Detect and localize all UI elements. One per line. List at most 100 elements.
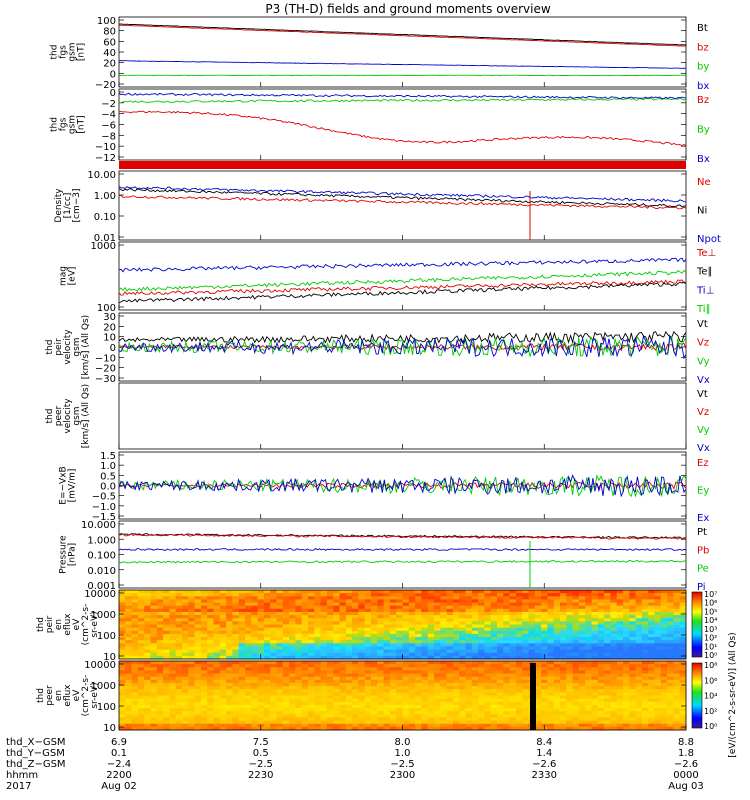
legend-Ez: Ez <box>697 458 709 469</box>
x-row-label: thd_Y−GSM <box>6 748 65 759</box>
colorbar <box>691 662 703 729</box>
ylabel-line: en <box>54 619 64 630</box>
y-tick-label: 10.00 <box>87 170 116 181</box>
y-tick-label: 40 <box>103 48 116 59</box>
y-tick-label: −4 <box>101 110 116 121</box>
ylabel-line: thd <box>50 45 60 60</box>
figure-title: P3 (TH-D) fields and ground moments over… <box>265 2 550 16</box>
x-tick-label: 1.0 <box>395 748 411 759</box>
red-bar <box>119 161 686 169</box>
legend-Pt: Pt <box>697 527 707 538</box>
ylabel-line: gsm <box>68 115 78 134</box>
ylabel-line: peir <box>45 615 55 633</box>
y-tick-label: 1000 <box>91 241 116 252</box>
heatmap-cells <box>119 661 687 731</box>
y-tick-label: −12 <box>95 153 116 164</box>
colorbar-tick: 10² <box>704 707 717 716</box>
x-tick-label: 2330 <box>532 770 557 781</box>
ylabel-line: [nT] <box>77 115 87 133</box>
legend-Vx: Vx <box>697 443 710 454</box>
series-lines <box>118 92 687 147</box>
colorbar-tick: 10⁷ <box>704 590 717 599</box>
ylabel-line: thd <box>36 688 46 703</box>
ylabel-line: [km/s] (All Qs) <box>81 384 91 448</box>
panel-frame <box>118 88 687 161</box>
y-tick-label: 60 <box>103 37 116 48</box>
y-tick-label: 0 <box>110 88 116 99</box>
x-tick-label: 7.5 <box>253 737 269 748</box>
ylabel-line: en <box>54 690 64 701</box>
x-axis-labels: thd_X−GSMthd_Y−GSMthd_Z−GSMhhmm20176.90.… <box>6 82 738 792</box>
y-tick-label: 0 <box>110 69 116 80</box>
series-lines <box>118 257 687 304</box>
ylabel-line: sr-eV) <box>90 682 100 708</box>
series-lines <box>118 533 687 588</box>
ylabel-line: thd <box>45 409 55 424</box>
ylabel-line: [nT] <box>77 43 87 61</box>
y-tick-label: −10 <box>95 142 116 153</box>
ylabel-line: fgs <box>59 117 69 131</box>
y-tick-label: 0.100 <box>87 551 116 562</box>
ylabel-line: Pressure <box>59 535 69 574</box>
ylabel-line: eflux <box>63 613 73 636</box>
legend-Ni: Ni <box>697 206 707 217</box>
y-tick-label: 10 <box>103 723 116 734</box>
x-tick-label: 8.0 <box>395 737 411 748</box>
y-tick-label: 1.00 <box>94 191 116 202</box>
legend-Npot: Npot <box>697 234 721 245</box>
ylabel-line: gsm <box>72 337 82 356</box>
series-lines <box>118 330 687 360</box>
y-tick-label: 20 <box>103 322 116 333</box>
legend-Pe: Pe <box>697 564 709 575</box>
ylabel-line: mag <box>59 266 69 286</box>
panel-frame <box>118 520 687 589</box>
y-tick-label: 0.01 <box>94 233 116 244</box>
x-tick-label: 1.4 <box>536 748 552 759</box>
y-tick-label: 0.0 <box>100 482 116 493</box>
x-tick-label: 2200 <box>106 770 131 781</box>
y-tick-label: 10000 <box>84 589 116 600</box>
x-tick-label: −2.5 <box>249 759 273 770</box>
ylabel-line: eV <box>72 618 82 631</box>
series-lines <box>118 185 687 240</box>
legend-Vx: Vx <box>697 375 710 386</box>
ylabel-line: velocity <box>63 398 73 434</box>
y-tick-label: −20 <box>95 364 116 375</box>
data-gap-bar <box>530 663 536 730</box>
colorbar-tick: 10⁴ <box>704 616 717 625</box>
legend-Bt: Bt <box>697 23 708 34</box>
legend-By: By <box>697 125 710 136</box>
panel-peir_eflux: thd peir en eflux eV (cm^2-s-sr-eV)10⁷10⁶10⁵1… <box>36 589 717 663</box>
colorbar <box>691 591 703 658</box>
x-tick-label: −2.5 <box>390 759 414 770</box>
y-tick-label: −10 <box>95 353 116 364</box>
y-tick-label: −20 <box>95 80 116 91</box>
ylabel-line: thd <box>45 340 55 355</box>
panel-exb: E=−VxB [mV/m] 1.51.00.50.0−0.5−1.0−1.5 Ez Ey… <box>59 451 710 524</box>
ylabel-line: peir <box>54 338 64 356</box>
x-row-label: thd_Z−GSM <box>6 759 66 770</box>
x-tick-label: Aug 02 <box>101 781 136 792</box>
x-tick-label: −2.4 <box>107 759 131 770</box>
y-tick-label: 30 <box>103 312 116 323</box>
ylabel-line: eV <box>72 689 82 702</box>
x-tick-label: 0000 <box>673 770 698 781</box>
ylabel-line: [mV/m] <box>68 469 78 503</box>
y-tick-label: 100 <box>97 702 116 713</box>
ylabel-line: (cm^2-s- <box>81 675 91 717</box>
colorbar-tick: 10⁴ <box>704 692 717 701</box>
heatmap-cells <box>119 590 687 660</box>
colorbar-tick: 10² <box>704 634 717 643</box>
ylabel-line: (cm^2-s- <box>81 604 91 646</box>
y-tick-label: 10000 <box>84 660 116 671</box>
x-tick-label: 0.5 <box>253 748 269 759</box>
x-tick-label: −2.6 <box>532 759 556 770</box>
legend-Ti⊥: Ti⊥ <box>696 285 714 296</box>
y-tick-label: 1.5 <box>100 451 116 462</box>
legend-Ey: Ey <box>697 486 709 497</box>
y-tick-label: −1.0 <box>92 502 116 513</box>
colorbar-tick: 10⁶ <box>704 599 717 608</box>
y-tick-label: 80 <box>103 27 116 38</box>
